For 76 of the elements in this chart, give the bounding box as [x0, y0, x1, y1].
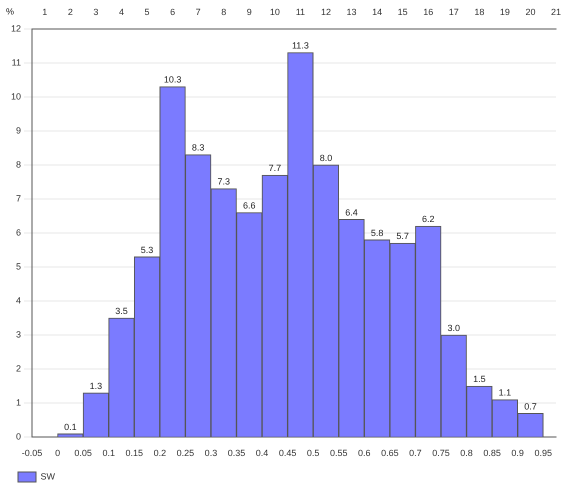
x2-tick-label: 13 [346, 6, 357, 17]
y-tick-label: 0 [16, 432, 22, 442]
legend-label: SW [40, 471, 56, 482]
data-label: 11.3 [292, 40, 309, 51]
data-label: 6.6 [243, 200, 256, 211]
y-tick-label: 1 [16, 398, 22, 408]
x-tick-label: 0.55 [330, 448, 348, 458]
x-tick-label: 0.4 [256, 448, 268, 458]
x-tick-label: 0.8 [460, 448, 473, 458]
x2-tick-label: 7 [196, 6, 201, 17]
x-tick-label: 0.35 [228, 448, 246, 458]
data-label: 5.7 [396, 231, 409, 242]
data-label: 1.3 [90, 380, 102, 391]
y-tick-label: 4 [16, 296, 22, 306]
data-label: 8.0 [320, 152, 332, 163]
y-tick-label: 2 [16, 364, 22, 374]
y-tick-label: 5 [16, 262, 22, 272]
data-label: 7.7 [268, 163, 282, 174]
data-label: 6.4 [345, 207, 358, 218]
y-tick-label: 6 [16, 227, 22, 238]
x-tick-label: 0.65 [381, 448, 399, 458]
data-label: 8.3 [192, 142, 204, 153]
x2-tick-label: 16 [423, 6, 434, 17]
x2-tick-label: 2 [68, 6, 73, 17]
y-tick-label: 12 [10, 23, 22, 34]
data-label: 3.5 [115, 306, 128, 316]
x-tick-label: 0.95 [534, 448, 552, 458]
x-tick-label: 0.05 [74, 448, 92, 458]
x2-tick-label: 11 [296, 6, 306, 17]
x2-tick-label: 20 [525, 6, 536, 17]
data-label: 1.1 [498, 388, 512, 398]
x2-tick-label: 19 [500, 6, 510, 17]
data-label: 6.2 [422, 214, 434, 224]
x-tick-label: 0.45 [278, 448, 296, 458]
x2-tick-label: 8 [221, 6, 226, 17]
x-tick-label: 0.25 [176, 448, 194, 458]
x-tick-label: 0.15 [125, 448, 144, 458]
data-label: 0.7 [524, 401, 537, 412]
x-tick-label: 0.75 [432, 448, 450, 458]
data-label: 3.0 [448, 323, 460, 334]
x2-tick-label: 17 [448, 6, 459, 17]
x2-tick-label: 21 [550, 6, 562, 17]
y-tick-label: 3 [16, 330, 22, 340]
x2-tick-label: 9 [246, 6, 252, 17]
data-label: 1.5 [473, 374, 486, 384]
y-tick-label: 8 [16, 159, 22, 170]
x-tick-label: 0.85 [483, 448, 501, 458]
x2-tick-label: 6 [170, 6, 176, 17]
x-tick-label: 0.7 [409, 448, 422, 458]
data-label: 10.3 [164, 74, 182, 85]
x2-tick-label: 4 [118, 6, 124, 17]
y-tick-label: 11 [12, 57, 22, 68]
x-tick-label: 0.1 [102, 448, 115, 458]
y-axis-title: % [6, 6, 14, 16]
data-label: 5.8 [370, 228, 384, 238]
x2-tick-label: 14 [372, 6, 382, 17]
x-tick-label: -0.05 [22, 448, 42, 458]
x-tick-label: 0.6 [358, 448, 371, 458]
x2-tick-label: 15 [398, 6, 408, 17]
x2-tick-label: 3 [93, 6, 98, 17]
x-tick-label: 0.9 [511, 448, 524, 458]
x2-tick-label: 5 [144, 6, 150, 17]
x2-tick-label: 18 [474, 6, 484, 17]
x-tick-label: 0.2 [154, 448, 166, 458]
data-label: 0.1 [64, 422, 77, 432]
x-tick-label: 0.3 [204, 448, 218, 458]
x2-tick-label: 10 [270, 6, 280, 17]
data-label: 5.3 [140, 244, 154, 255]
x2-tick-label: 1 [42, 6, 48, 17]
x-tick-label: 0 [55, 448, 60, 458]
data-label: 7.3 [217, 176, 230, 187]
y-tick-label: 9 [16, 125, 22, 136]
x2-tick-label: 12 [320, 6, 331, 17]
y-tick-label: 10 [10, 91, 22, 102]
x-tick-label: 0.5 [306, 448, 320, 458]
y-tick-label: 7 [16, 193, 22, 204]
